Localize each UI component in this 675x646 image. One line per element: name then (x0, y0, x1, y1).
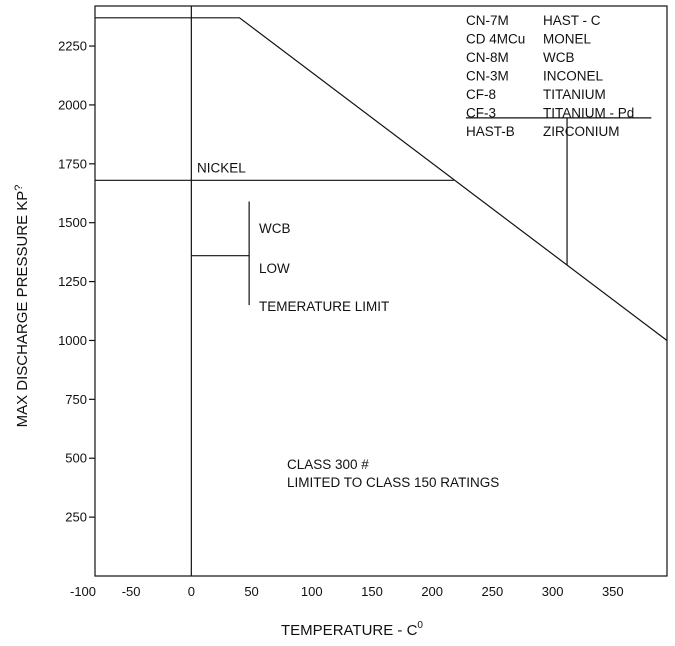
class-note-line: CLASS 300 # (287, 457, 369, 472)
material-left-label: CD 4MCu (466, 32, 525, 47)
material-left-label: CN-8M (466, 50, 509, 65)
y-tick-label: 2000 (58, 97, 87, 112)
plot-area (94, 5, 668, 577)
axis-titles: TEMPERATURE - C0 MAX DISCHARGE PRESSURE … (13, 185, 423, 639)
x-tick-label: 100 (301, 584, 323, 599)
y-tick-label: 250 (65, 510, 87, 525)
material-left-label: CN-3M (466, 69, 509, 84)
x-axis-title: TEMPERATURE - C0 (281, 620, 423, 639)
y-tick-label: 750 (65, 392, 87, 407)
material-right-label: HAST - C (543, 13, 601, 28)
x-tick-label: 300 (542, 584, 564, 599)
x-tick-label: 200 (421, 584, 443, 599)
rating-line (95, 17, 668, 341)
material-right-label: WCB (543, 50, 575, 65)
plot-frame (94, 5, 668, 577)
x-tick-label: 250 (482, 584, 504, 599)
material-right-label: TITANIUM (543, 87, 606, 102)
wcb-limit-label: WCB (259, 221, 291, 236)
y-tick-label: 1750 (58, 156, 87, 171)
material-right-label: MONEL (543, 32, 592, 47)
material-right-label: TITANIUM - Pd (543, 106, 634, 121)
y-axis-title: MAX DISCHARGE PRESSURE KP? (13, 185, 31, 428)
y-tick-label: 500 (65, 451, 87, 466)
material-right-label: ZIRCONIUM (543, 124, 620, 139)
x-tick-label: -100 (70, 584, 96, 599)
nickel-label: NICKEL (197, 160, 246, 175)
x-tick-label: 0 (188, 584, 195, 599)
x-tick-label: 50 (244, 584, 258, 599)
material-left-label: CF-8 (466, 87, 496, 102)
class-note-line: LIMITED TO CLASS 150 RATINGS (287, 475, 499, 490)
y-tick-label: 1500 (58, 215, 87, 230)
axis-ticks: 250 500 750 1000 1250 1500 1750 2000 2250 -50 0 50 1… (58, 39, 624, 599)
x-tick-label: -50 (122, 584, 141, 599)
y-tick-label: 1250 (58, 274, 87, 289)
annotations: NICKEL WCB LOW TEMERATURE LIMIT CN-7M CD 4MCu… (197, 13, 634, 490)
x-tick-label: 150 (361, 584, 383, 599)
material-right-label: INCONEL (543, 69, 604, 84)
material-left-label: CF-3 (466, 106, 496, 121)
material-left-label: CN-7M (466, 13, 509, 28)
x-tick-label: 350 (602, 584, 624, 599)
wcb-limit-label: TEMERATURE LIMIT (259, 299, 389, 314)
material-left-label: HAST-B (466, 124, 515, 139)
y-tick-label: 2250 (58, 39, 87, 54)
wcb-limit-label: LOW (259, 261, 290, 276)
y-tick-label: 1000 (58, 333, 87, 348)
